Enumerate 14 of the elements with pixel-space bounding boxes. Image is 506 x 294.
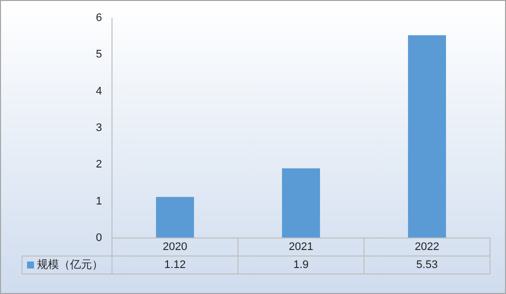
- y-tick-label: 6: [96, 12, 102, 24]
- y-tick-label: 2: [96, 158, 102, 171]
- y-tick-label: 1: [96, 195, 102, 208]
- x-tick-label: 2021: [288, 241, 314, 253]
- data-label: 1.12: [164, 259, 186, 271]
- data-label: 1.9: [293, 259, 309, 271]
- y-tick-label: 0: [96, 232, 102, 244]
- legend-label: 规模（亿元）: [37, 259, 103, 271]
- y-tick-label: 3: [96, 122, 102, 134]
- y-tick-label: 4: [96, 85, 102, 98]
- x-tick-label: 2022: [414, 241, 440, 253]
- x-tick-label: 2020: [162, 241, 188, 253]
- y-tick-label: 5: [96, 48, 102, 61]
- data-label: 5.53: [416, 259, 438, 271]
